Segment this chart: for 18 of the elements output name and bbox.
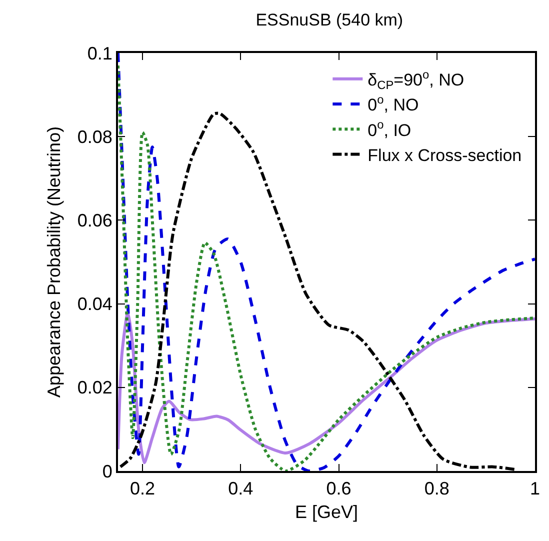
x-tick-label: 0.8 <box>424 478 450 499</box>
y-tick-label: 0.02 <box>77 378 112 398</box>
legend-label: 0$^{o}$, IO <box>368 118 412 140</box>
x-tick-label: 0.2 <box>130 478 156 499</box>
y-axis-title: Appearance Probability (Neutrino) <box>44 126 64 398</box>
y-tick-label: 0.08 <box>77 126 112 147</box>
chart-title: ESSnuSB (540 km) <box>256 10 404 30</box>
x-tick-label: 0.6 <box>326 478 352 499</box>
legend-label: 0$^{o}$, NO <box>368 92 419 115</box>
y-tick-label: 0 <box>102 461 112 482</box>
x-axis-title: E [GeV] <box>294 502 358 522</box>
x-tick-label: 1 <box>530 478 540 499</box>
y-tick-label: 0.06 <box>77 210 112 230</box>
y-tick-label: 0.04 <box>77 294 112 314</box>
legend-label: Flux x Cross-section <box>368 146 522 165</box>
legend-label: δ$_{CP}$=90$^{o}$, NO <box>368 67 464 92</box>
y-tick-label: 0.1 <box>87 43 112 64</box>
x-tick-label: 0.4 <box>228 478 254 499</box>
